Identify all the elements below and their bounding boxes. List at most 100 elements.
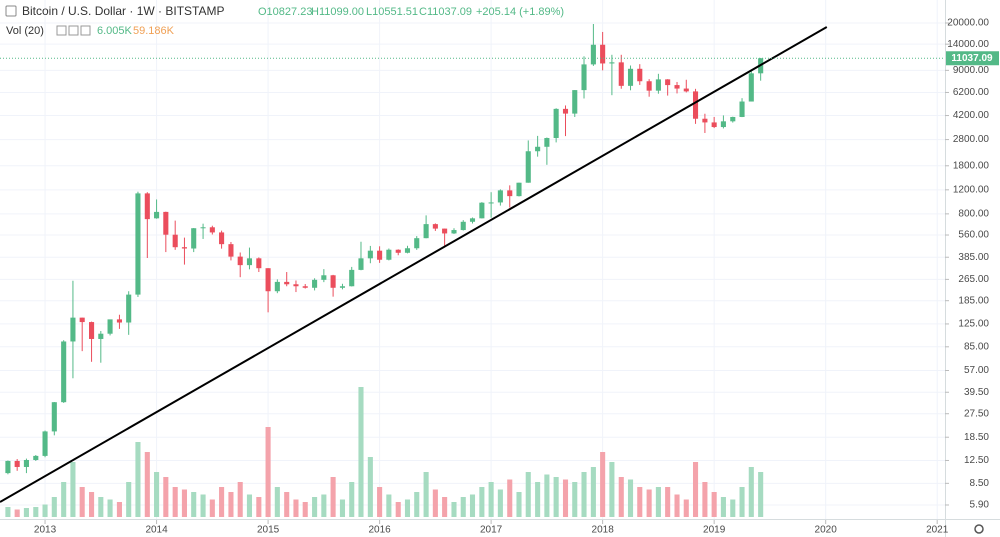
candle-body xyxy=(460,221,466,231)
volume-bar xyxy=(655,487,661,517)
settings-button[interactable] xyxy=(68,25,79,36)
volume-bar xyxy=(377,487,383,517)
volume-bar xyxy=(274,487,280,517)
settings-gear[interactable] xyxy=(974,524,984,534)
volume-bar xyxy=(51,497,57,517)
volume-bar xyxy=(181,489,187,517)
candle-body xyxy=(154,211,160,219)
candle-body xyxy=(209,227,215,233)
x-tick-label: 2016 xyxy=(368,525,391,536)
candle-body xyxy=(646,81,652,91)
candle-body xyxy=(191,228,197,249)
volume-bar xyxy=(302,502,308,517)
volume-bar xyxy=(200,494,206,517)
candle-body xyxy=(144,193,150,220)
volume-bar xyxy=(497,489,503,517)
candle-body xyxy=(442,228,448,234)
volume-bar xyxy=(720,497,726,517)
candle-body xyxy=(116,319,122,323)
candle-body xyxy=(98,333,104,339)
volume-bar xyxy=(395,502,401,517)
y-tick-label: 27.50 xyxy=(964,408,989,419)
candle-body xyxy=(61,341,67,403)
volume-bar xyxy=(172,487,178,517)
candle-body xyxy=(702,118,708,123)
low-label: L10551.51 xyxy=(366,6,418,18)
candle-body xyxy=(395,249,401,253)
candle-body xyxy=(265,268,271,292)
trendline xyxy=(0,26,828,503)
volume-bar xyxy=(107,499,113,517)
gear-icon[interactable] xyxy=(974,524,984,534)
candle-body xyxy=(665,79,671,86)
remove-button[interactable] xyxy=(80,25,91,36)
volume-bar xyxy=(126,482,132,517)
candle-body xyxy=(284,281,290,285)
x-tick-label: 2019 xyxy=(703,525,726,536)
candle-body xyxy=(256,258,262,269)
candle-body xyxy=(33,455,39,460)
y-tick-label: 185.00 xyxy=(958,295,989,306)
candle-body xyxy=(126,294,132,323)
volume-bar xyxy=(33,507,39,517)
open-label: O10827.23 xyxy=(258,6,312,18)
x-tick-label: 2014 xyxy=(145,525,168,536)
volume-bar xyxy=(321,494,327,517)
volume-bar xyxy=(144,452,150,517)
volume-bar xyxy=(711,492,717,517)
y-tick-label: 1200.00 xyxy=(953,184,990,195)
volume-pane xyxy=(5,387,764,517)
last-price-box xyxy=(946,51,999,66)
candle-body xyxy=(692,91,699,119)
volume-bar xyxy=(637,487,643,517)
volume-bar xyxy=(154,472,160,517)
indicator-buttons[interactable] xyxy=(56,25,91,36)
candle-body xyxy=(386,249,392,260)
candles xyxy=(5,24,764,475)
collapse-icon[interactable] xyxy=(5,5,17,17)
volume-bar xyxy=(237,482,243,517)
volume-bar xyxy=(89,492,95,517)
volume-bar xyxy=(646,489,652,517)
candle-body xyxy=(683,88,689,92)
candle-body xyxy=(70,317,76,342)
y-tick-label: 1800.00 xyxy=(953,160,990,171)
volume-bar xyxy=(284,492,290,517)
candle-body xyxy=(562,108,569,114)
y-tick-label: 6200.00 xyxy=(953,87,990,98)
volume-bar xyxy=(265,427,271,517)
eye-button[interactable] xyxy=(56,25,67,36)
volume-bar xyxy=(339,499,346,517)
volume-bar xyxy=(683,499,689,517)
candle-body xyxy=(637,68,643,82)
candle-body xyxy=(321,275,327,280)
candle-body xyxy=(572,90,578,114)
candle-body xyxy=(720,121,726,128)
volume-bar xyxy=(367,457,373,517)
x-tick-label: 2013 xyxy=(34,525,57,536)
candle-body xyxy=(600,44,606,64)
candle-body xyxy=(228,244,234,257)
volume-bar xyxy=(600,452,606,517)
volume-bar xyxy=(330,477,336,517)
volume-bar xyxy=(98,497,104,517)
candle-body xyxy=(377,250,383,260)
candle-body xyxy=(219,232,225,245)
volume-bar xyxy=(618,477,624,517)
y-tick-label: 385.00 xyxy=(958,252,989,263)
candle-body xyxy=(581,64,587,91)
candle-body xyxy=(479,202,485,219)
candle-body xyxy=(674,85,680,89)
candle-body xyxy=(237,256,243,266)
volume-bar xyxy=(460,497,466,517)
candle-body xyxy=(627,68,634,86)
candle-body xyxy=(544,138,550,147)
volume-bar xyxy=(312,497,318,517)
candle-body xyxy=(488,202,494,204)
candle-body xyxy=(163,211,169,235)
volume-bar xyxy=(135,442,141,517)
volume-bar xyxy=(758,472,764,517)
